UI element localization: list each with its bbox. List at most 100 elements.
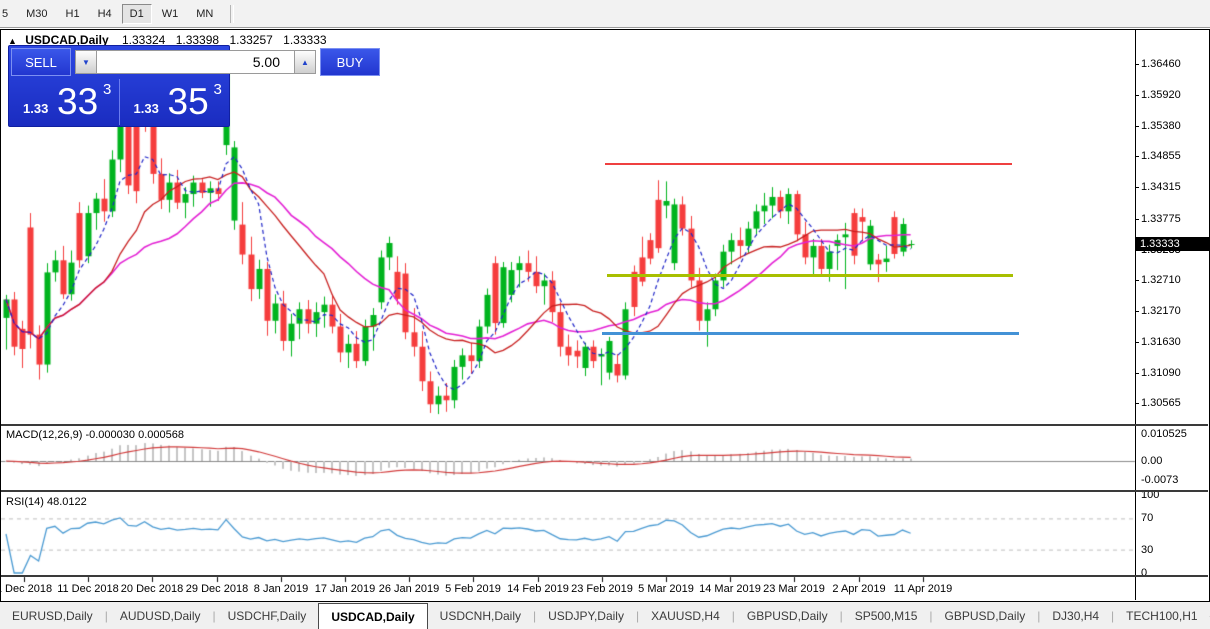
price-axis-label: 1.33775 (1141, 213, 1181, 225)
tab-eurusd-daily[interactable]: EURUSD,Daily (12, 609, 93, 623)
tab-usdchf-daily[interactable]: USDCHF,Daily (227, 609, 307, 623)
resistance-line[interactable] (605, 163, 1012, 165)
ask-price-small: 1.33 (133, 101, 159, 116)
axis-separator-line (1135, 30, 1136, 600)
tab-usdjpy-daily[interactable]: USDJPY,Daily (548, 609, 624, 623)
macd-axis-label: 0.010525 (1141, 428, 1187, 440)
volume-input[interactable] (97, 50, 294, 74)
bid-price-sup: 3 (103, 81, 112, 98)
date-axis-label: 14 Feb 2019 (507, 583, 569, 595)
price-axis-tick (1135, 219, 1139, 220)
tab-separator: | (1037, 609, 1041, 623)
price-axis-tick (1135, 311, 1139, 312)
timeframe-button-h4[interactable]: H4 (97, 7, 112, 20)
price-axis-label: 1.34315 (1141, 181, 1181, 193)
tab-xauusd-h4[interactable]: XAUUSD,H4 (651, 609, 720, 623)
timeframe-toolbar: 5 M30 H1 H4 D1 W1 MN (0, 0, 1210, 28)
date-axis-label: 1 Dec 2018 (0, 583, 53, 595)
tab-gbpusd-daily[interactable]: GBPUSD,Daily (944, 609, 1026, 623)
date-axis-label: 20 Dec 2018 (120, 583, 184, 595)
date-axis-label: 5 Feb 2019 (445, 583, 501, 595)
date-axis-label: 26 Jan 2019 (378, 583, 440, 595)
date-axis-label: 17 Jan 2019 (314, 583, 376, 595)
macd-label: MACD(12,26,9) -0.000030 0.000568 (6, 429, 184, 441)
timeframe-button-d1[interactable]: D1 (121, 3, 152, 24)
rsi-label: RSI(14) 48.0122 (6, 496, 87, 508)
timeframe-button-w1[interactable]: W1 (161, 7, 179, 20)
current-price-tag: 1.33333 (1136, 237, 1210, 251)
rsi-axis-label: 0 (1141, 567, 1148, 579)
ohlc-close: 1.33333 (283, 33, 327, 47)
date-axis-label: 2 Apr 2019 (832, 583, 886, 595)
tab-separator: | (929, 609, 933, 623)
tab-usdcnh-daily[interactable]: USDCNH,Daily (439, 609, 522, 623)
buy-button[interactable]: BUY (320, 48, 380, 76)
toolbar-separator (230, 4, 235, 23)
tab-gbpusd-daily[interactable]: GBPUSD,Daily (746, 609, 828, 623)
price-axis-label: 1.34855 (1141, 150, 1181, 162)
price-axis-tick (1135, 373, 1139, 374)
price-axis-label: 1.32710 (1141, 274, 1181, 286)
tab-separator: | (533, 609, 537, 623)
price-axis-tick (1135, 403, 1139, 404)
one-click-trading-panel: SELL ▼ ▲ BUY 1.33 33 3 1.33 35 3 (8, 45, 380, 127)
support-line-blue[interactable] (602, 332, 1019, 335)
timeframe-button-5[interactable]: 5 (2, 7, 9, 20)
tab-separator: | (635, 609, 640, 623)
price-axis-label: 1.35920 (1141, 89, 1181, 101)
ask-price-display[interactable]: 1.33 35 3 (120, 79, 230, 125)
date-axis-label: 11 Apr 2019 (893, 583, 953, 595)
rsi-axis-label: 30 (1141, 544, 1154, 556)
price-axis-tick (1135, 187, 1139, 188)
chart-title: ▲ USDCAD,Daily 1.33324 1.33398 1.33257 1… (8, 33, 334, 47)
timeframe-button-m30[interactable]: M30 (26, 7, 48, 20)
volume-decrease-icon[interactable]: ▼ (75, 50, 97, 74)
chart-tabs: EURUSD,Daily | AUDUSD,Daily | USDCHF,Daily US… (0, 601, 1210, 629)
tab-separator: | (1111, 609, 1115, 623)
price-axis-tick (1135, 156, 1139, 157)
date-axis-label: 23 Mar 2019 (763, 583, 825, 595)
bid-price-small: 1.33 (23, 101, 49, 116)
rsi-dateaxis-separator[interactable] (0, 575, 1208, 577)
ask-price-big: 35 (167, 81, 209, 122)
tab-audusd-daily[interactable]: AUDUSD,Daily (119, 609, 201, 623)
timeframe-button-h1[interactable]: H1 (65, 7, 80, 20)
macd-rsi-separator[interactable] (0, 490, 1208, 492)
date-axis-label: 14 Mar 2019 (699, 583, 761, 595)
tab-separator: | (731, 609, 735, 623)
price-macd-separator[interactable] (0, 424, 1208, 426)
price-axis-tick (1135, 126, 1139, 127)
price-axis-label: 1.35380 (1141, 120, 1181, 132)
ask-price-sup: 3 (213, 81, 222, 98)
tab-separator: | (104, 609, 108, 623)
price-axis-label: 1.31630 (1141, 336, 1181, 348)
price-axis-tick (1135, 64, 1139, 65)
macd-axis-label: 0.00 (1141, 455, 1163, 467)
chart-symbol-timeframe: USDCAD,Daily (25, 33, 109, 47)
ohlc-open: 1.33324 (121, 33, 166, 47)
tab-dj30-h4[interactable]: DJ30,H4 (1052, 609, 1100, 623)
price-axis-label: 1.31090 (1141, 367, 1181, 379)
price-axis-tick (1135, 280, 1139, 281)
price-axis-tick (1135, 95, 1139, 96)
date-axis-label: 11 Dec 2018 (57, 583, 119, 595)
price-axis-tick (1135, 342, 1139, 343)
price-axis-label: 1.32170 (1141, 305, 1181, 317)
sell-button[interactable]: SELL (11, 48, 71, 76)
bid-price-display[interactable]: 1.33 33 3 (9, 79, 120, 125)
tab-usdcad-daily[interactable]: USDCAD,Daily (318, 603, 428, 629)
volume-increase-icon[interactable]: ▲ (294, 50, 316, 74)
collapse-panel-icon[interactable]: ▲ (8, 36, 17, 46)
tab-separator: | (839, 609, 843, 623)
tab-sp500-m15[interactable]: SP500,M15 (854, 609, 918, 623)
ohlc-low: 1.33257 (229, 33, 273, 47)
macd-axis-label: -0.0073 (1141, 474, 1179, 486)
volume-stepper: ▼ ▲ (75, 50, 316, 74)
ohlc-high: 1.33398 (175, 33, 220, 47)
tab-tech100-h1[interactable]: TECH100,H1 (1126, 609, 1198, 623)
date-axis-label: 5 Mar 2019 (638, 583, 694, 595)
timeframe-button-mn[interactable]: MN (196, 7, 214, 20)
tab-separator: | (212, 609, 216, 623)
rsi-axis-label: 70 (1141, 512, 1154, 524)
support-line-yellow[interactable] (607, 274, 1013, 277)
